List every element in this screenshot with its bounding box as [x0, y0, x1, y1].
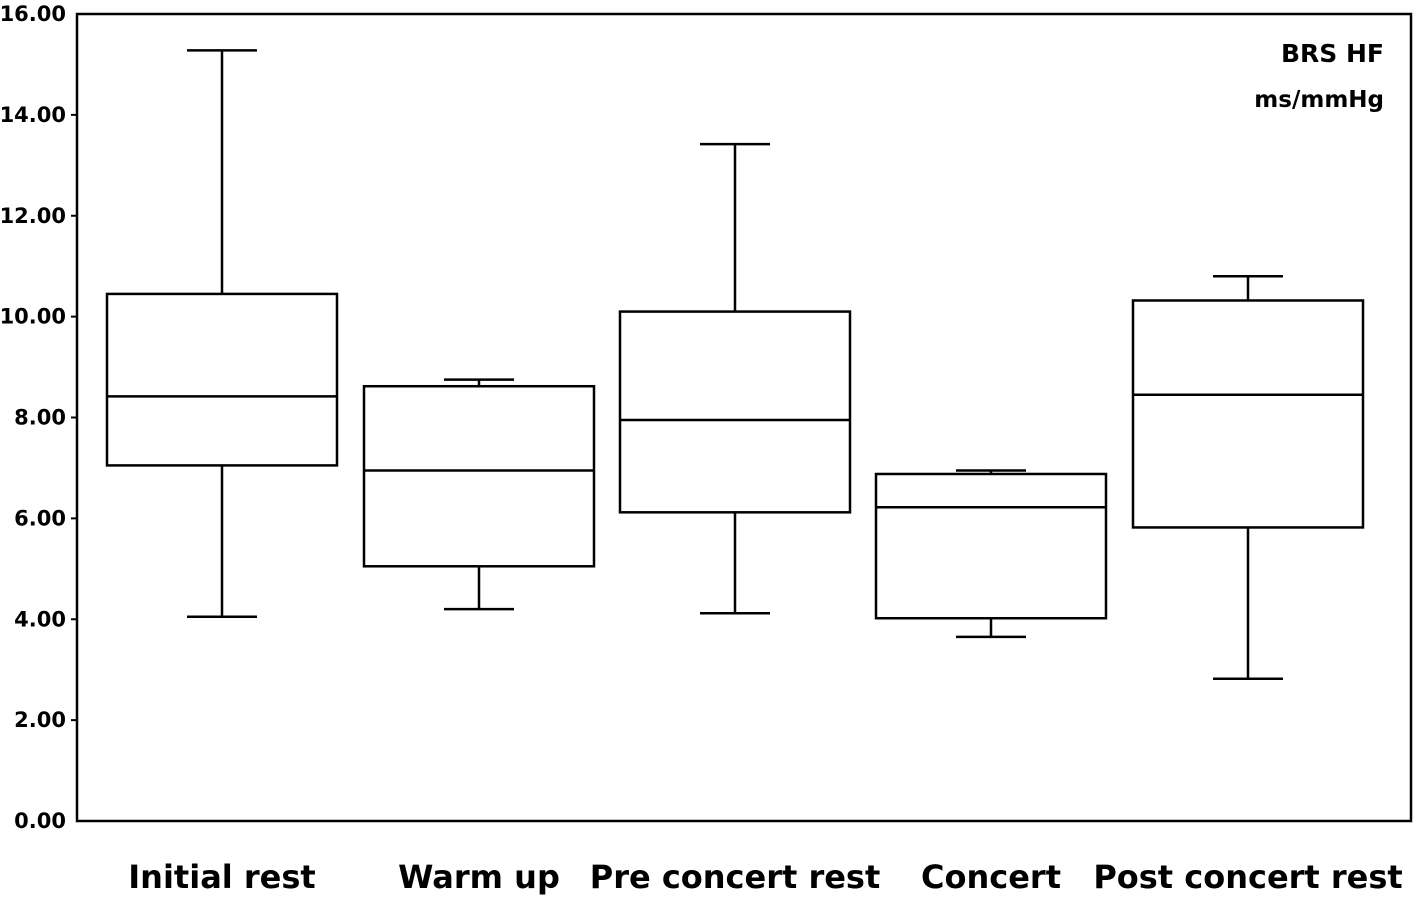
y-tick-label: 16.00: [0, 2, 66, 26]
y-tick-label: 10.00: [0, 305, 66, 329]
boxes-layer: [105, 49, 1365, 681]
iqr-box: [362, 384, 596, 568]
box-5: [1131, 275, 1365, 681]
y-tick-label: 0.00: [14, 809, 66, 833]
box-3: [618, 142, 852, 615]
iqr-box: [1131, 299, 1365, 529]
x-axis: Initial rest Warm up Pre concert rest Conce…: [128, 858, 1402, 896]
iqr-box: [105, 292, 339, 467]
y-tick-label: 8.00: [14, 406, 66, 430]
y-tick-label: 14.00: [0, 103, 66, 127]
x-category-label: Concert: [921, 858, 1061, 896]
annotation-title: BRS HF: [1281, 39, 1384, 68]
iqr-box: [874, 472, 1108, 620]
y-tick-label: 12.00: [0, 204, 66, 228]
y-tick-label: 2.00: [14, 708, 66, 732]
x-category-label: Pre concert rest: [590, 858, 881, 896]
box-2: [362, 378, 596, 611]
y-axis: 0.00 2.00 4.00 6.00 8.00 10.00 12.00 14.00 16.00: [0, 2, 77, 833]
box-1: [105, 49, 339, 618]
y-tick-label: 4.00: [14, 607, 66, 631]
x-category-label: Post concert rest: [1093, 858, 1402, 896]
annotation-unit: ms/mmHg: [1254, 87, 1384, 113]
x-category-label: Warm up: [398, 858, 560, 896]
box-4: [874, 469, 1108, 639]
y-tick-label: 6.00: [14, 506, 66, 530]
iqr-box: [618, 310, 852, 514]
x-category-label: Initial rest: [128, 858, 315, 896]
